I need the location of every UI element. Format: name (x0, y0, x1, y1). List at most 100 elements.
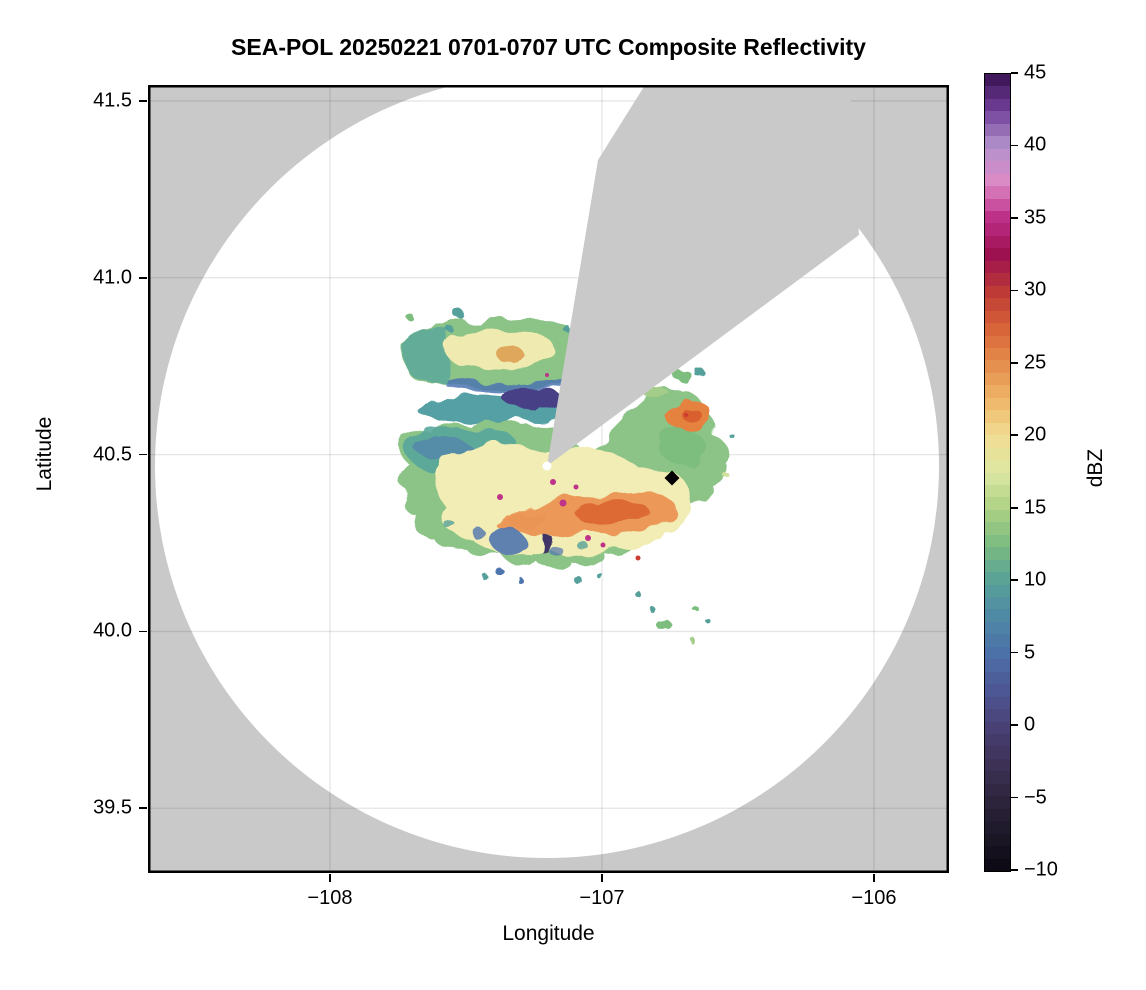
x-axis-label: Longitude (502, 922, 595, 945)
colorbar-label: dBZ (1084, 448, 1107, 488)
colorbar-segment (985, 136, 1010, 149)
x-tick-label: −108 (307, 887, 353, 909)
colorbar-tick-mark (1011, 362, 1018, 364)
colorbar-tick-mark (1011, 651, 1018, 654)
colorbar-segment (985, 335, 1010, 348)
colorbar-tick-mark (1011, 72, 1018, 74)
colorbar-segment (985, 846, 1010, 859)
colorbar-segment (985, 98, 1010, 112)
colorbar-segment (985, 634, 1010, 647)
colorbar-tick-label: 40 (1024, 133, 1047, 156)
colorbar-segment (985, 74, 1010, 87)
colorbar-segment (985, 248, 1010, 261)
colorbar-segment (985, 858, 1010, 871)
y-axis-label: Latitude (33, 416, 56, 492)
colorbar-segment (985, 273, 1010, 286)
station-marker-diamond (664, 470, 680, 486)
y-tick-label: 40.5 (93, 443, 132, 466)
colorbar-segment (985, 534, 1010, 548)
colorbar-tick-mark (1011, 289, 1018, 292)
colorbar-segment (985, 609, 1010, 622)
colorbar-segment (985, 671, 1010, 685)
colorbar-segment (985, 298, 1010, 311)
radar-plot-canvas (148, 85, 949, 873)
colorbar-segment (985, 709, 1010, 722)
y-tick-mark (139, 630, 147, 633)
colorbar-segment (985, 223, 1010, 236)
blocked-sector-wedge (547, 85, 859, 466)
colorbar-segment (985, 285, 1010, 299)
y-tick-mark (139, 100, 147, 102)
y-tick-mark (139, 276, 147, 279)
colorbar-segment (985, 235, 1010, 249)
colorbar-segment (985, 646, 1010, 660)
colorbar-segment (985, 484, 1010, 498)
x-tick-mark (873, 874, 875, 882)
colorbar-tick-mark (1011, 579, 1018, 581)
colorbar-segment (985, 796, 1010, 809)
colorbar-segment (985, 123, 1010, 137)
colorbar-tick-label: 30 (1024, 278, 1047, 301)
colorbar-segment (985, 472, 1010, 485)
colorbar-segment (985, 497, 1010, 510)
colorbar-segment (985, 696, 1010, 710)
y-tick-label: 40.0 (93, 619, 132, 642)
colorbar-segment (985, 410, 1010, 423)
colorbar-segment (985, 684, 1010, 697)
colorbar-tick-label: 15 (1024, 496, 1047, 519)
x-tick-mark (601, 874, 603, 882)
x-tick-mark (329, 874, 331, 882)
colorbar-segment (985, 522, 1010, 535)
colorbar-tick-mark (1011, 869, 1018, 871)
colorbar (984, 73, 1011, 872)
colorbar-tick-mark (1011, 217, 1018, 219)
colorbar-segment (985, 783, 1010, 797)
colorbar-segment (985, 210, 1010, 224)
colorbar-segment (985, 460, 1010, 473)
colorbar-segment (985, 360, 1010, 373)
reflectivity-echo (397, 308, 736, 644)
y-tick-mark (139, 807, 147, 810)
colorbar-segment (985, 111, 1010, 124)
colorbar-segment (985, 422, 1010, 436)
colorbar-segment (985, 447, 1010, 461)
x-tick-label: −107 (579, 887, 625, 909)
colorbar-tick-mark (1011, 434, 1018, 437)
y-tick-label: 41.5 (93, 89, 132, 112)
colorbar-tick-label: 5 (1024, 641, 1036, 664)
colorbar-segment (985, 821, 1010, 834)
colorbar-segment (985, 86, 1010, 99)
colorbar-segment (985, 833, 1010, 847)
x-tick-label: −106 (851, 887, 897, 909)
colorbar-tick-label: 25 (1024, 351, 1047, 374)
colorbar-segment (985, 260, 1010, 274)
colorbar-tick-label: 35 (1024, 206, 1047, 229)
colorbar-segment (985, 572, 1010, 585)
colorbar-tick-mark (1011, 506, 1018, 509)
colorbar-tick-label: 10 (1024, 568, 1047, 591)
colorbar-segment (985, 547, 1010, 560)
colorbar-segment (985, 148, 1010, 162)
colorbar-segment (985, 758, 1010, 772)
colorbar-tick-mark (1011, 724, 1018, 726)
colorbar-segment (985, 721, 1010, 735)
y-tick-mark (139, 453, 147, 456)
colorbar-segment (985, 559, 1010, 573)
plot-border (148, 85, 949, 873)
colorbar-tick-label: −10 (1024, 858, 1058, 881)
colorbar-segment (985, 347, 1010, 361)
colorbar-segment (985, 659, 1010, 672)
radar-site-dot (542, 461, 552, 471)
colorbar-tick-label: 20 (1024, 423, 1047, 446)
colorbar-segment (985, 746, 1010, 759)
colorbar-segment (985, 323, 1010, 336)
colorbar-segment (985, 186, 1010, 199)
colorbar-segment (985, 372, 1010, 386)
colorbar-tick-mark (1011, 796, 1018, 799)
colorbar-segment (985, 198, 1010, 211)
colorbar-segment (985, 509, 1010, 523)
colorbar-tick-label: 0 (1024, 713, 1036, 736)
colorbar-segment (985, 808, 1010, 822)
colorbar-tick-mark (1011, 144, 1018, 147)
